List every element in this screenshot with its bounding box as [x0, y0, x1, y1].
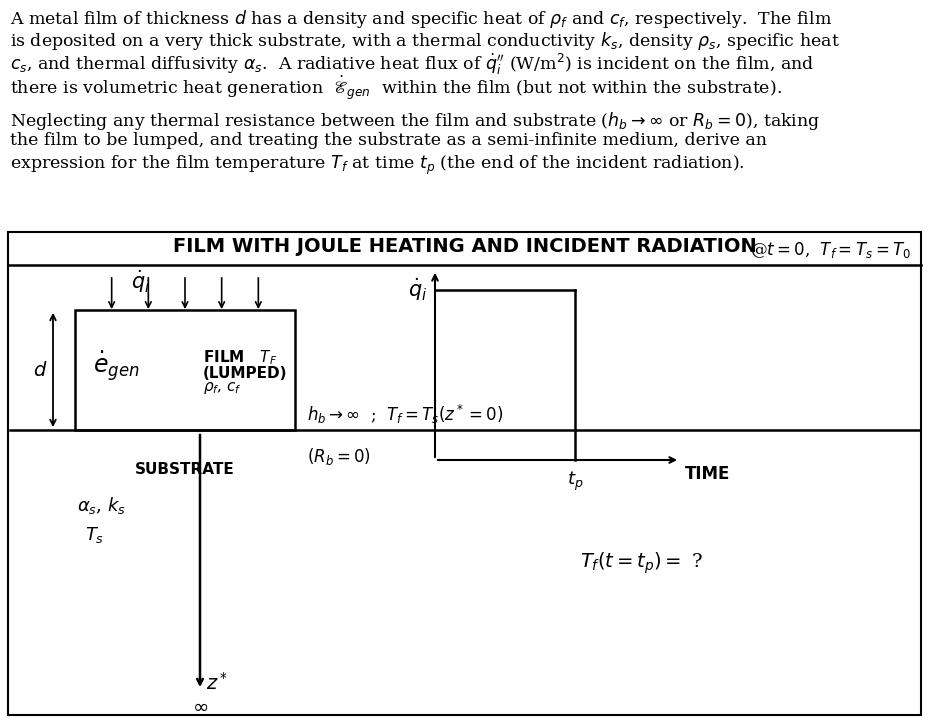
Text: is deposited on a very thick substrate, with a thermal conductivity $k_s$, densi: is deposited on a very thick substrate, … — [10, 30, 840, 52]
Text: $\dot{e}_{gen}$: $\dot{e}_{gen}$ — [93, 350, 140, 385]
Text: $h_b \rightarrow \infty$  ;  $T_f = T_s(z^*=0)$: $h_b \rightarrow \infty$ ; $T_f = T_s(z^… — [307, 403, 503, 426]
Text: @$t=0$,  $T_f = T_s = T_0$: @$t=0$, $T_f = T_s = T_0$ — [750, 240, 911, 260]
Text: the film to be lumped, and treating the substrate as a semi-infinite medium, der: the film to be lumped, and treating the … — [10, 132, 767, 149]
Text: $z^*$: $z^*$ — [206, 672, 228, 694]
Bar — [75, 310, 295, 430]
Text: Neglecting any thermal resistance between the film and substrate ($h_b \rightarr: Neglecting any thermal resistance betwee… — [10, 110, 820, 132]
Text: TIME: TIME — [685, 465, 730, 483]
Bar — [8, 232, 921, 715]
Text: $T_f(t=t_p) = $ ?: $T_f(t=t_p) = $ ? — [580, 550, 703, 576]
Text: $c_s$, and thermal diffusivity $\alpha_s$.  A radiative heat flux of $\dot{q}_i': $c_s$, and thermal diffusivity $\alpha_s… — [10, 52, 815, 77]
Text: FILM WITH JOULE HEATING AND INCIDENT RADIATION: FILM WITH JOULE HEATING AND INCIDENT RAD… — [173, 237, 756, 256]
Text: $(R_b = 0)$: $(R_b = 0)$ — [307, 446, 371, 467]
Text: (LUMPED): (LUMPED) — [203, 366, 287, 380]
Text: $T_s$: $T_s$ — [85, 525, 104, 545]
Text: $t_p$: $t_p$ — [566, 470, 583, 493]
Text: expression for the film temperature $T_f$ at time $t_p$ (the end of the incident: expression for the film temperature $T_f… — [10, 154, 745, 177]
Text: A metal film of thickness $d$ has a density and specific heat of $\rho_f$ and $c: A metal film of thickness $d$ has a dens… — [10, 8, 832, 30]
Text: $\rho_f$, $c_f$: $\rho_f$, $c_f$ — [203, 380, 242, 396]
Text: there is volumetric heat generation  $\dot{\mathscr{E}}_{gen}$  within the film : there is volumetric heat generation $\do… — [10, 74, 782, 103]
Text: FILM   $T_F$: FILM $T_F$ — [203, 349, 277, 367]
Text: SUBSTRATE: SUBSTRATE — [135, 462, 235, 477]
Text: $\alpha_s$, $k_s$: $\alpha_s$, $k_s$ — [77, 495, 126, 516]
Text: $\infty$: $\infty$ — [192, 698, 208, 716]
Text: $\dot{q}_i$: $\dot{q}_i$ — [407, 276, 427, 303]
Text: $d$: $d$ — [33, 361, 47, 379]
Text: $\dot{q}_i$: $\dot{q}_i$ — [131, 268, 151, 294]
